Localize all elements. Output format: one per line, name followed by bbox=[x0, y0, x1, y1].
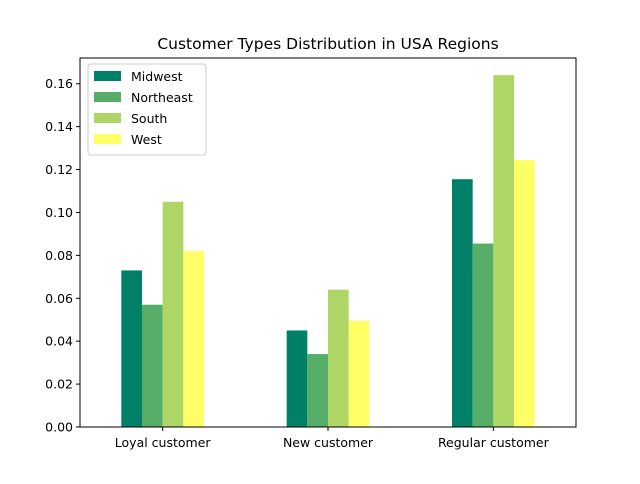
y-tick-label: 0.04 bbox=[45, 334, 73, 349]
chart-title: Customer Types Distribution in USA Regio… bbox=[157, 35, 498, 53]
bar-south-0 bbox=[162, 201, 184, 427]
legend-swatch-south bbox=[94, 113, 121, 123]
legend-label-midwest: Midwest bbox=[131, 69, 183, 84]
bar-midwest-1 bbox=[286, 330, 308, 427]
legend-box bbox=[87, 63, 207, 156]
bar-south-1 bbox=[328, 289, 349, 427]
y-tick-label: 0.00 bbox=[45, 420, 73, 435]
y-tick-label: 0.08 bbox=[45, 248, 73, 263]
legend-swatch-west bbox=[94, 134, 121, 144]
bars-layer bbox=[121, 75, 535, 427]
legend-swatch-midwest bbox=[94, 71, 121, 81]
y-tick-label: 0.12 bbox=[45, 162, 73, 177]
bar-west-0 bbox=[183, 251, 204, 427]
x-tick-label: New customer bbox=[283, 435, 374, 450]
y-tick-label: 0.06 bbox=[45, 291, 73, 306]
legend: Midwest Northeast South West bbox=[87, 63, 207, 156]
bar-midwest-0 bbox=[121, 270, 142, 427]
y-tick-label: 0.02 bbox=[45, 377, 73, 392]
legend-label-northeast: Northeast bbox=[131, 90, 193, 105]
bar-west-1 bbox=[348, 320, 370, 427]
bar-northeast-0 bbox=[142, 304, 163, 427]
bar-west-2 bbox=[514, 159, 535, 427]
bar-northeast-1 bbox=[307, 354, 328, 427]
axes-layer: 0.00 0.02 0.04 0.06 0.08 0.10 0.12 0.14 0.16 Loya… bbox=[45, 57, 577, 450]
bar-south-2 bbox=[493, 75, 514, 427]
x-tick-label: Regular customer bbox=[438, 435, 550, 450]
x-tick-label: Loyal customer bbox=[115, 435, 212, 450]
y-tick-label: 0.16 bbox=[45, 76, 73, 91]
y-tick-label: 0.10 bbox=[45, 205, 73, 220]
bar-midwest-2 bbox=[452, 179, 473, 427]
legend-label-south: South bbox=[131, 111, 167, 126]
legend-swatch-northeast bbox=[94, 92, 121, 102]
legend-label-west: West bbox=[131, 132, 162, 147]
bar-northeast-2 bbox=[472, 243, 494, 427]
y-tick-label: 0.14 bbox=[45, 119, 73, 134]
